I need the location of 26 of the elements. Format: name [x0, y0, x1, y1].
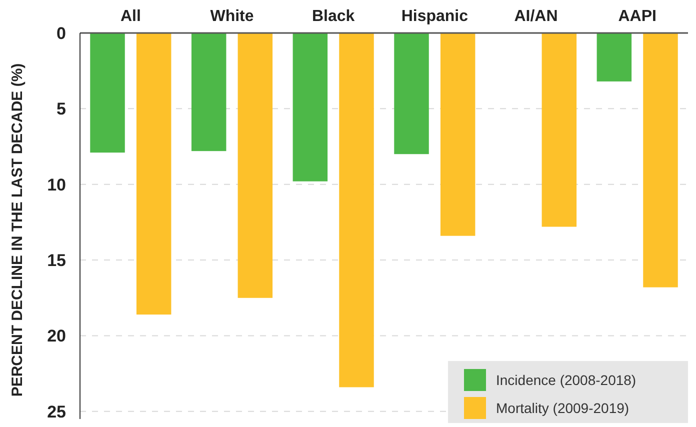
x-tick-label: All — [120, 8, 141, 25]
x-tick-label: Hispanic — [401, 8, 468, 25]
y-tick-label: 0 — [56, 24, 66, 43]
bar — [643, 33, 678, 288]
bar — [292, 33, 328, 182]
legend-label: Mortality (2009-2019) — [496, 400, 630, 416]
y-tick-label: 10 — [47, 175, 66, 194]
bar — [191, 33, 226, 152]
x-tick-label: White — [210, 8, 254, 25]
bar — [440, 33, 476, 236]
x-tick-label: AAPI — [618, 8, 656, 25]
y-tick-label: 5 — [56, 100, 66, 119]
bar — [596, 33, 632, 82]
y-tick-label: 25 — [47, 402, 66, 422]
bar — [238, 33, 273, 298]
y-tick-label: 15 — [47, 251, 66, 270]
x-tick-label: Black — [312, 8, 355, 25]
bar — [542, 33, 577, 227]
y-tick-label: 20 — [47, 326, 66, 346]
bar — [394, 33, 429, 154]
x-tick-label: AI/AN — [514, 8, 558, 25]
y-axis-title: PERCENT DECLINE IN THE LAST DECADE (%) — [9, 63, 26, 397]
bar — [136, 33, 172, 315]
bar — [339, 33, 374, 388]
legend-label: Incidence (2008-2018) — [496, 372, 636, 388]
bar — [90, 33, 125, 153]
